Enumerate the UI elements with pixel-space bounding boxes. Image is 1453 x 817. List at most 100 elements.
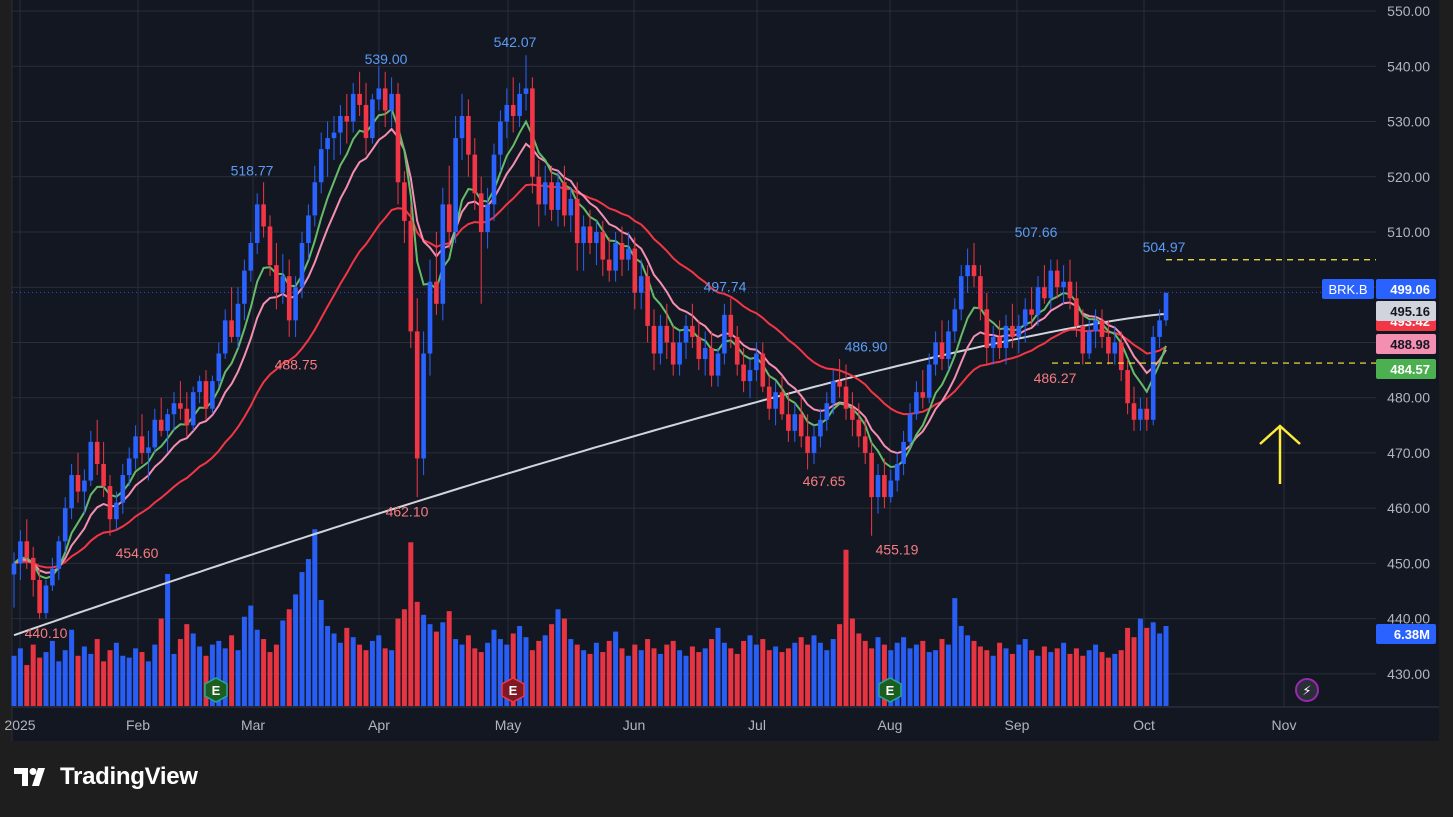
- candle: [530, 77, 535, 194]
- candle-body: [1080, 325, 1086, 354]
- candle: [229, 287, 234, 343]
- earnings-marker-icon[interactable]: E: [204, 677, 228, 703]
- candle-body: [184, 408, 190, 426]
- candle: [600, 220, 606, 277]
- candle-body: [190, 392, 196, 426]
- candle-body: [715, 353, 721, 376]
- grid-lines: [12, 0, 1376, 707]
- volume-bar: [958, 626, 964, 706]
- candle-body: [523, 88, 529, 94]
- candle: [1106, 320, 1111, 365]
- candle-body: [242, 270, 247, 304]
- low-annotation: 488.75: [275, 356, 318, 372]
- candle-body: [133, 436, 138, 459]
- candle: [715, 347, 721, 387]
- candle: [850, 392, 855, 437]
- candle-body: [824, 403, 830, 420]
- volume-bar: [568, 639, 574, 706]
- candle-body: [43, 585, 49, 614]
- candle: [792, 403, 798, 442]
- time-axis: 2025 Feb Mar Apr May Jun Jul Aug Sep Oct Nov: [4, 717, 1296, 733]
- volume-bar: [856, 633, 862, 706]
- volume-bar: [165, 573, 171, 706]
- sma-200-tag-bg: [1376, 301, 1436, 321]
- candle: [517, 82, 522, 128]
- brand[interactable]: TradingView: [14, 763, 198, 791]
- candle: [754, 342, 759, 382]
- candle: [338, 104, 343, 155]
- candle-body: [440, 204, 446, 304]
- event-label: ⚡: [1302, 683, 1311, 698]
- candle-body: [338, 115, 343, 133]
- candle-body: [363, 104, 369, 139]
- volume-bar: [56, 661, 62, 706]
- volume-bar: [619, 648, 625, 706]
- volume-bar: [990, 655, 996, 706]
- volume-bar: [350, 637, 356, 706]
- volume-bar: [504, 644, 510, 706]
- candle: [990, 325, 996, 365]
- candle: [882, 458, 887, 509]
- volume-bar: [542, 635, 548, 706]
- volume-bar: [440, 622, 446, 706]
- candle: [574, 182, 580, 271]
- ema-20-tag-bg: [1376, 334, 1436, 354]
- price-axis-label: 470.00: [1387, 445, 1430, 461]
- candle: [843, 364, 849, 420]
- candle: [651, 309, 657, 371]
- upcoming-event-icon[interactable]: ⚡: [1295, 678, 1319, 702]
- volume-bar: [273, 644, 279, 706]
- candle: [376, 66, 382, 111]
- candle: [440, 187, 446, 321]
- candle: [869, 441, 874, 536]
- candle-body: [478, 193, 484, 232]
- candle-body: [562, 182, 567, 216]
- candle: [632, 237, 638, 310]
- candle-body: [222, 320, 228, 354]
- price-axis-label: 450.00: [1387, 555, 1430, 571]
- candle-body: [664, 325, 670, 343]
- candle-body: [875, 475, 881, 498]
- candle-body: [504, 104, 510, 122]
- candle: [536, 160, 542, 227]
- candle: [1112, 325, 1118, 365]
- volume-bar: [920, 640, 926, 706]
- candle-body: [728, 314, 734, 337]
- candle: [875, 463, 881, 514]
- candle: [216, 342, 222, 387]
- volume-bar: [478, 652, 484, 706]
- volume-bar: [523, 637, 529, 706]
- candle-body: [1048, 270, 1054, 299]
- candle: [741, 347, 746, 393]
- event-label: E: [212, 683, 221, 698]
- ema-20-tag: 488.98: [1376, 334, 1436, 354]
- candle: [581, 215, 586, 271]
- candle: [1125, 359, 1130, 415]
- candle-body: [82, 480, 87, 492]
- candle: [542, 165, 548, 216]
- volume-bar: [683, 655, 689, 706]
- volume-bar: [638, 650, 644, 706]
- candle: [24, 519, 30, 569]
- price-axis-label: 540.00: [1387, 58, 1430, 74]
- volume-bar: [446, 611, 452, 706]
- candle-body: [747, 370, 753, 382]
- candle-body: [75, 475, 81, 492]
- candle: [670, 325, 676, 376]
- candle-body: [1054, 270, 1060, 288]
- candle: [818, 408, 823, 448]
- earnings-marker-icon[interactable]: E: [501, 677, 525, 703]
- candle-body: [24, 541, 30, 558]
- earnings-marker-icon[interactable]: E: [878, 677, 902, 703]
- candle: [133, 425, 138, 470]
- candle-body: [139, 436, 145, 453]
- candle-body: [293, 287, 298, 321]
- candle: [830, 370, 836, 415]
- candle: [626, 231, 631, 271]
- candle: [696, 320, 702, 371]
- volume-bar: [1157, 633, 1163, 706]
- candle: [165, 408, 170, 453]
- volume-bar: [657, 653, 663, 706]
- volume-bar: [363, 650, 369, 706]
